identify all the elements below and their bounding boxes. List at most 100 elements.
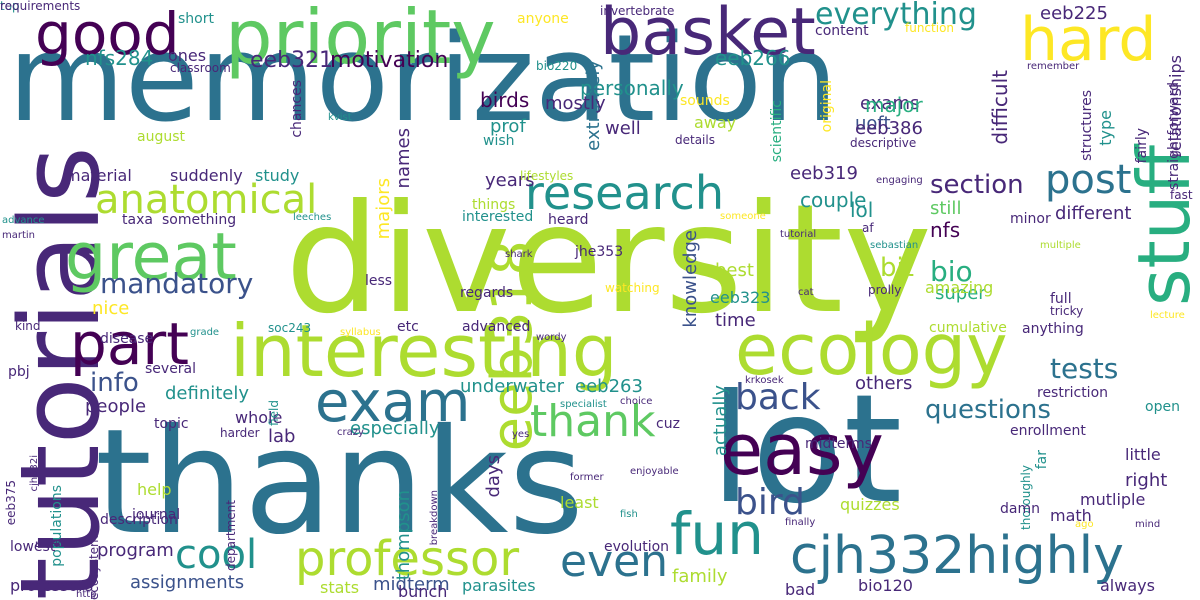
word-type: type	[1096, 110, 1115, 146]
word-mark: mark	[35, 539, 61, 550]
word-section: section	[930, 170, 1024, 200]
word-function: function	[905, 21, 955, 35]
word-mutliple: mutliple	[1080, 490, 1146, 509]
word-prof: prof	[490, 116, 526, 137]
word-damn: damn	[1000, 501, 1040, 517]
word-enjoyable: enjoyable	[630, 466, 679, 477]
word-different: different	[1055, 203, 1132, 224]
word-definitely: definitely	[165, 383, 250, 404]
word-http: http	[76, 589, 97, 600]
word-classroom: classroom	[170, 61, 231, 75]
word-bit: bit	[880, 253, 914, 283]
word-interested: interested	[462, 209, 534, 225]
word-exam: exam	[315, 370, 471, 435]
word-knowledge: knowledge	[680, 230, 701, 328]
word-far: far	[1034, 450, 1050, 470]
word-taxa: taxa	[122, 212, 153, 228]
word-content: content	[815, 23, 869, 39]
word-especially: especially	[350, 418, 440, 439]
word-family: family	[672, 566, 728, 587]
word-scientific: scientific	[769, 100, 785, 163]
word-prolly: prolly	[868, 283, 902, 297]
word-things: things	[472, 197, 516, 213]
word-ones: ones	[168, 46, 207, 65]
word-bird: bird	[735, 482, 805, 523]
word-chances: chances	[289, 80, 305, 138]
word-everything: everything	[815, 0, 977, 32]
word-anyone: anyone	[517, 11, 569, 27]
word-finally: finally	[785, 517, 816, 528]
word-lot: lot	[710, 363, 903, 537]
word-leeches: leeches	[293, 212, 332, 223]
word-eeb386: eeb386	[855, 118, 923, 139]
word-super: super	[935, 283, 986, 304]
word-good: good	[35, 0, 180, 68]
word-minor: minor	[1010, 211, 1051, 227]
word-fast: fast	[1170, 188, 1193, 202]
word-harder: harder	[220, 426, 260, 440]
word-eeb319: eeb319	[790, 163, 858, 184]
word-tests: tests	[1050, 352, 1119, 385]
word-cjh332i: cjh332i	[29, 455, 40, 492]
word-martin: martin	[2, 230, 36, 241]
word-description: description	[100, 512, 178, 528]
word-others: others	[855, 373, 913, 394]
word-eeb225: eeb225	[1040, 3, 1108, 24]
word-whole: whole	[235, 408, 283, 427]
word-several: several	[145, 361, 197, 377]
word-open: open	[1145, 399, 1180, 415]
word-people: people	[85, 396, 147, 417]
word-always: always	[1100, 576, 1155, 595]
word-straightforward: straightforward	[1166, 82, 1182, 190]
word-lab: lab	[268, 426, 296, 447]
word-midterm: midterm	[373, 574, 450, 595]
word-ecology: ecology	[735, 309, 1008, 391]
word-full: full	[1050, 291, 1072, 307]
word-eeb266: eeb266	[715, 46, 791, 70]
word-department: department	[224, 500, 238, 571]
word-midterms: midterms	[805, 436, 872, 452]
word-jhe353: jhe353	[575, 244, 624, 260]
word-professors: professors	[10, 576, 94, 595]
word-someone: someone	[720, 211, 766, 222]
word-eeb263: eeb263	[575, 376, 643, 397]
word-fish: fish	[620, 509, 638, 520]
word-days: days	[483, 455, 504, 498]
word-topic: topic	[154, 416, 189, 432]
word-time: time	[715, 310, 756, 331]
word-kind: kind	[15, 319, 41, 333]
word-best: best	[715, 260, 754, 281]
word-motivation: motivation	[330, 48, 449, 73]
word-disease: disease	[100, 331, 154, 347]
word-breakdown: breakdown	[429, 490, 440, 546]
word-journal: journal	[132, 507, 181, 523]
word-field: field	[267, 400, 281, 426]
word-bio220: bio220	[536, 59, 578, 73]
word-cuz: cuz	[656, 416, 680, 432]
word-mostly: mostly	[545, 93, 606, 114]
word-post: post	[1045, 157, 1132, 203]
word-personally: personally	[580, 76, 684, 100]
word-math: math	[1050, 506, 1092, 525]
word-invertebrate: invertebrate	[600, 4, 675, 18]
word-cat: cat	[798, 287, 814, 298]
word-memorization: memorization	[8, 10, 839, 149]
word-stuff: stuff	[1122, 145, 1200, 306]
word-lifestyles: lifestyles	[520, 169, 574, 183]
word-parasites: parasites	[462, 576, 536, 595]
word-suddenly: suddenly	[170, 166, 243, 185]
word-easy: easy	[720, 409, 884, 491]
word-eeb321: eeb321	[250, 48, 334, 73]
word-uoft: uoft	[855, 113, 891, 134]
word-august: august	[137, 129, 185, 145]
word-mind: mind	[1135, 519, 1161, 530]
word-basket: basket	[600, 0, 816, 70]
word-help: help	[137, 480, 172, 499]
word-nfs284: nfs284	[85, 46, 154, 70]
word-priority: priority	[225, 0, 496, 81]
word-sounds: sounds	[680, 93, 730, 109]
word-professor: professor	[295, 531, 520, 587]
word-anything: anything	[1022, 321, 1084, 337]
word-exams: exams	[860, 93, 920, 114]
